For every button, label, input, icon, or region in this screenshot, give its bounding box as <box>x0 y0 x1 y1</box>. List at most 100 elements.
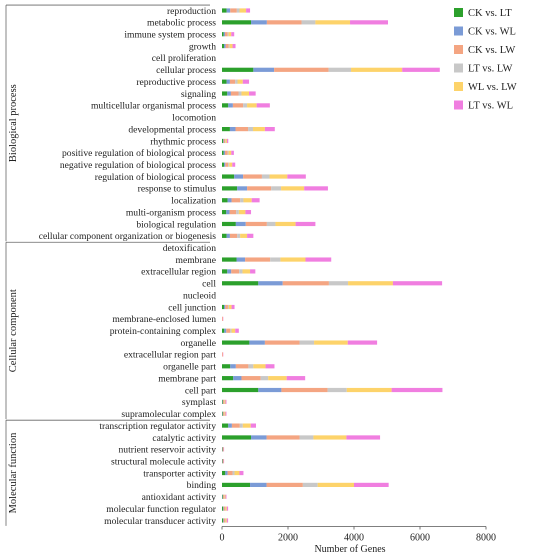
bar-segment <box>236 8 240 13</box>
bar-segment <box>223 32 225 37</box>
bar-segment <box>231 198 241 203</box>
bar-segment <box>225 399 227 404</box>
bar-segment <box>328 67 352 72</box>
bar-segment <box>224 411 225 416</box>
bar-segment <box>230 8 237 13</box>
legend-swatch <box>454 63 463 73</box>
bar-segment <box>225 494 227 499</box>
bar-segment <box>225 304 228 310</box>
bar-segment <box>229 127 236 132</box>
bar-segment <box>328 281 349 286</box>
bar-segment <box>237 233 241 238</box>
bar-segment <box>287 174 306 179</box>
bar-segment <box>227 304 229 310</box>
bar-segment <box>313 435 347 440</box>
legend-swatch <box>454 8 463 17</box>
bar-segment <box>235 79 238 84</box>
bar-segment <box>223 459 224 464</box>
bar-segment <box>266 20 302 25</box>
bar-segment <box>222 150 224 155</box>
bar-segment <box>222 459 224 464</box>
bar-segment <box>229 210 237 215</box>
bar-segment <box>222 494 223 499</box>
bar-segment <box>266 482 303 487</box>
bar-segment <box>348 281 393 286</box>
bar-segment <box>249 340 265 345</box>
bar-segment <box>229 233 238 238</box>
bar-segment <box>230 328 232 333</box>
bar-segment <box>227 269 232 274</box>
bar-segment <box>228 43 230 49</box>
legend-entry: LT vs. LW <box>468 64 513 75</box>
bar-segment <box>231 269 240 274</box>
bar-segment <box>222 470 226 476</box>
bar-segment <box>231 32 235 37</box>
bar-segment <box>268 376 287 381</box>
x-axis-title: Number of Genes <box>314 544 385 555</box>
bar-segment <box>222 281 259 286</box>
bar-segment <box>299 340 315 345</box>
group-label: Molecular function <box>8 432 19 514</box>
legend-entry: CK vs. LW <box>468 45 515 56</box>
category-label: biological regulation <box>136 219 216 230</box>
bar-segment <box>223 459 225 464</box>
bar-segment <box>231 150 234 155</box>
bar-segment <box>264 340 300 345</box>
bar-segment <box>222 399 223 404</box>
bar-segment <box>222 162 224 167</box>
bar-segment <box>243 198 252 203</box>
bar-segment <box>302 482 318 487</box>
x-tick-label: 0 <box>220 532 225 543</box>
bar-segment <box>222 506 223 511</box>
category-label: membrane-enclosed lumen <box>112 314 216 325</box>
bar-segment <box>286 376 306 381</box>
bar-segment <box>225 518 227 523</box>
bar-segment <box>247 186 272 191</box>
category-label: positive regulation of biological proces… <box>62 148 216 159</box>
category-label: reproduction <box>167 6 216 17</box>
bar-segment <box>222 198 228 203</box>
bar-segment <box>225 506 227 511</box>
bar-segment <box>227 150 229 155</box>
bar-segment <box>327 387 347 393</box>
category-label: cell junction <box>168 302 216 313</box>
bar-segment <box>235 364 249 369</box>
bar-segment <box>222 233 227 238</box>
bar-segment <box>228 304 232 310</box>
bar-segment <box>250 269 256 274</box>
bar-segment <box>225 470 228 476</box>
bar-segment <box>222 221 236 227</box>
bar-segment <box>223 304 226 310</box>
bar-segment <box>222 376 234 381</box>
bar-segment <box>225 162 229 167</box>
bar-segment <box>222 210 227 215</box>
bar-segment <box>260 376 269 381</box>
bar-segment <box>269 174 288 179</box>
group-brackets: Biological process Cellular component Mole… <box>5 4 210 526</box>
legend-swatch <box>454 45 463 54</box>
bar-segment <box>237 186 248 191</box>
bar-segment <box>346 435 381 440</box>
bar-segment <box>224 150 228 155</box>
category-label: regulation of biological process <box>95 172 216 183</box>
bar-segment <box>239 269 243 274</box>
bar-segment <box>227 91 231 96</box>
bar-segment <box>264 127 275 132</box>
bar-segment <box>235 328 239 333</box>
bar-segment <box>265 364 275 369</box>
category-label: growth <box>189 41 216 52</box>
bar-segment <box>231 423 240 428</box>
bar-segment <box>227 470 233 476</box>
bar-segment <box>222 79 227 84</box>
legend-entry: CK vs. LT <box>468 8 512 19</box>
bar-segment <box>222 20 252 25</box>
category-label: reproductive process <box>136 77 216 88</box>
bar-segment <box>222 387 259 393</box>
bar-segment <box>223 506 225 511</box>
bar-segment <box>222 340 250 345</box>
category-label: protein-containing complex <box>110 326 217 337</box>
bar-segment <box>222 103 229 108</box>
legend-swatch <box>454 100 463 110</box>
